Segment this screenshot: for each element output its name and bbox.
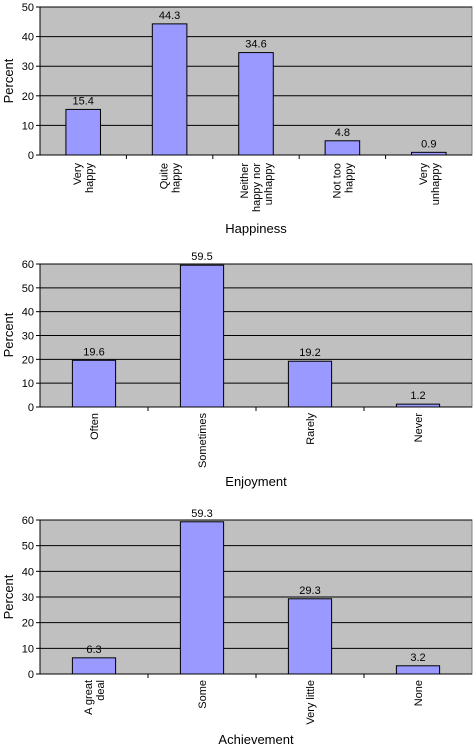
data-label: 34.6 xyxy=(245,39,266,51)
x-axis-title: Happiness xyxy=(225,221,287,236)
y-axis-title: Percent xyxy=(1,574,16,619)
category-label: Veryunhappy xyxy=(418,163,442,206)
category-label: Quitehappy xyxy=(159,163,183,193)
category-label: Very little xyxy=(305,680,317,725)
y-tick-label: 60 xyxy=(22,515,34,527)
y-tick-label: 40 xyxy=(22,566,34,578)
bar xyxy=(65,108,101,156)
category-label: A greatdeal xyxy=(83,680,107,715)
bar xyxy=(151,23,188,156)
y-tick-label: 40 xyxy=(22,307,34,319)
category-label: Neitherhappy norunhappy xyxy=(239,163,275,212)
y-axis-title: Percent xyxy=(1,312,16,357)
y-tick-label: 30 xyxy=(22,592,34,604)
y-tick-label: 50 xyxy=(22,2,34,14)
y-axis-title: Percent xyxy=(1,58,16,103)
bar xyxy=(71,657,117,675)
y-tick-label: 50 xyxy=(22,283,34,295)
y-tick-label: 10 xyxy=(22,643,34,655)
y-tick-label: 30 xyxy=(22,331,34,343)
data-label: 59.3 xyxy=(191,508,212,520)
data-label: 1.2 xyxy=(410,390,425,402)
y-tick-label: 0 xyxy=(28,150,34,162)
category-label: Not toohappy xyxy=(331,163,355,199)
data-label: 4.8 xyxy=(335,127,350,139)
category-label: Often xyxy=(89,413,101,440)
y-tick-label: 20 xyxy=(22,354,34,366)
data-label: 19.2 xyxy=(299,347,320,359)
achievement-chart: 0 10 20 30 40 50 60 6.3 A greatdeal 59.3 Some 29.3 V… xyxy=(1,508,473,745)
bar xyxy=(71,359,117,408)
x-axis-title: Enjoyment xyxy=(225,474,287,489)
enjoyment-chart: 0 10 20 30 40 50 60 19.6 Often 59.5 Sometimes 19.2 R… xyxy=(1,251,473,489)
bar xyxy=(179,521,225,675)
bar xyxy=(238,52,274,156)
y-tick-label: 20 xyxy=(22,91,34,103)
data-label: 15.4 xyxy=(72,95,93,107)
y-tick-label: 60 xyxy=(22,259,34,271)
category-label: None xyxy=(413,680,425,706)
category-label: Sometimes xyxy=(197,413,209,469)
y-tick-label: 10 xyxy=(22,378,34,390)
data-label: 19.6 xyxy=(83,346,104,358)
data-label: 29.3 xyxy=(299,585,320,597)
y-tick-label: 40 xyxy=(22,32,34,44)
y-tick-label: 0 xyxy=(28,669,34,681)
bar xyxy=(324,140,361,156)
y-tick-label: 10 xyxy=(22,120,34,132)
category-label: Veryhappy xyxy=(72,163,96,193)
bar xyxy=(287,360,333,408)
x-axis-title: Achievement xyxy=(218,732,294,745)
bar xyxy=(179,264,225,408)
y-tick-label: 20 xyxy=(22,618,34,630)
data-label: 0.9 xyxy=(421,138,436,150)
category-label: Rarely xyxy=(305,413,317,445)
y-tick-label: 50 xyxy=(22,541,34,553)
data-label: 59.5 xyxy=(191,251,212,263)
bar xyxy=(395,665,441,675)
bar xyxy=(287,598,333,675)
category-label: Never xyxy=(413,413,425,443)
happiness-chart: 0 10 20 30 40 50 15.4 Veryhappy 44.3 Quitehappy 34… xyxy=(1,2,473,236)
y-tick-label: 0 xyxy=(28,402,34,414)
data-label: 6.3 xyxy=(86,644,101,656)
data-label: 44.3 xyxy=(159,10,180,22)
data-label: 3.2 xyxy=(410,652,425,664)
bar xyxy=(411,151,447,156)
bar xyxy=(395,403,441,408)
category-label: Some xyxy=(197,680,209,709)
y-tick-label: 30 xyxy=(22,61,34,73)
